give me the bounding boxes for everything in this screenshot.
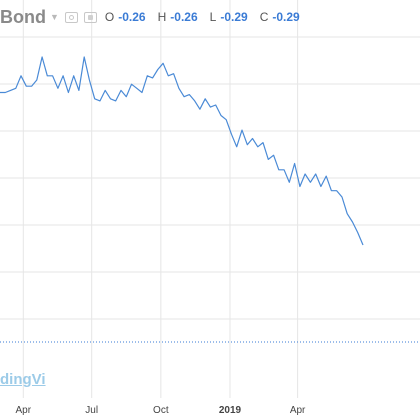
x-tick-label: Oct: [153, 405, 169, 416]
ohlc-close-value: -0.29: [272, 10, 300, 24]
ohlc-high-value: -0.26: [170, 10, 198, 24]
x-tick-label: Jul: [85, 405, 98, 416]
x-tick-label: Apr: [290, 405, 306, 416]
x-axis: Apr Jul Oct 2019 Apr: [16, 405, 307, 416]
ohlc-open-label: O: [104, 10, 115, 24]
chevron-down-icon[interactable]: ▼: [49, 12, 59, 22]
settings-icon[interactable]: [83, 11, 97, 23]
ohlc-high-label: H: [157, 10, 167, 24]
x-tick-label: 2019: [219, 405, 242, 416]
watermark-logo[interactable]: dingVi: [0, 371, 46, 388]
ohlc-open-value: -0.26: [118, 10, 146, 24]
visibility-icon[interactable]: [64, 11, 78, 23]
chart-header: Bond ▼ O -0.26 H -0.26 L -0.29 C -0.29: [0, 3, 300, 31]
x-tick-label: Apr: [16, 405, 32, 416]
ohlc-close-label: C: [259, 10, 269, 24]
ohlc-readout: O -0.26 H -0.26 L -0.29 C -0.29: [105, 10, 300, 24]
series-line[interactable]: [0, 56, 364, 246]
ohlc-low-label: L: [209, 10, 217, 24]
ohlc-low-value: -0.29: [220, 10, 248, 24]
symbol-title[interactable]: Bond: [0, 6, 46, 27]
grid: [0, 0, 420, 398]
